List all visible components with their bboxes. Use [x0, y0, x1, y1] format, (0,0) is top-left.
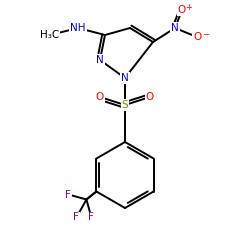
Text: N: N [121, 73, 129, 83]
Text: O: O [178, 5, 186, 15]
Text: F: F [66, 190, 71, 200]
Text: F: F [74, 212, 79, 222]
Text: −: − [202, 30, 209, 40]
Text: H₃C: H₃C [40, 30, 60, 40]
Text: O: O [193, 32, 201, 42]
Text: S: S [122, 100, 128, 110]
Text: N: N [96, 55, 104, 65]
Text: O: O [96, 92, 104, 102]
Text: NH: NH [70, 23, 86, 33]
Text: +: + [186, 2, 192, 12]
Text: O: O [146, 92, 154, 102]
Text: N: N [171, 23, 179, 33]
Text: F: F [88, 212, 94, 222]
